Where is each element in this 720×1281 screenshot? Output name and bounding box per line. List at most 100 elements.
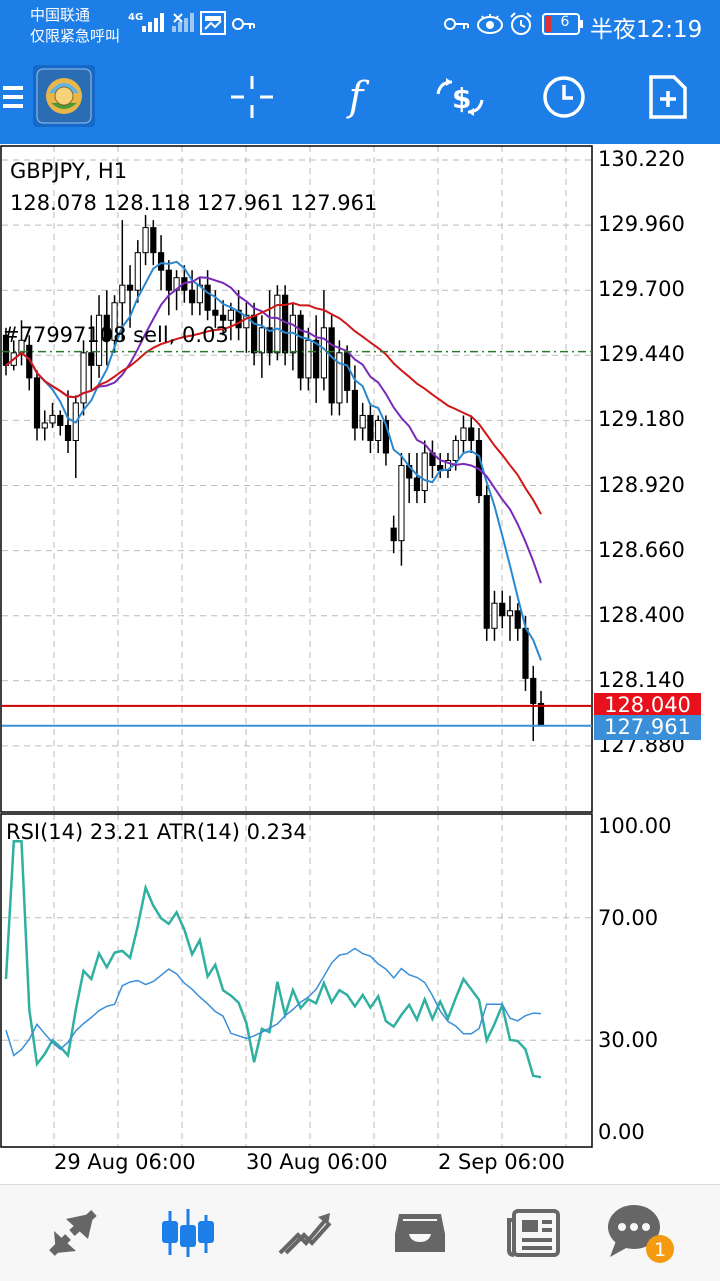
candle <box>196 277 203 316</box>
candle <box>26 335 33 391</box>
notification-count: 1 <box>654 1239 666 1261</box>
candle <box>406 453 413 504</box>
battery-icon <box>542 13 583 35</box>
candle <box>398 453 405 566</box>
nav-trade[interactable] <box>244 1185 364 1281</box>
nav-chart[interactable] <box>128 1185 248 1281</box>
vpn-key-icon <box>444 18 469 30</box>
candle <box>506 595 514 641</box>
eye-comfort-icon <box>477 14 503 34</box>
candle <box>274 285 281 361</box>
news-app-icon <box>200 11 226 35</box>
battery-level: 6 <box>560 14 570 30</box>
no-signal-icon <box>172 13 194 32</box>
order-label: #77997108 sell, 0.03 <box>2 323 229 347</box>
signal-icon <box>142 13 164 32</box>
chart-symbol: GBPJPY, H1 <box>10 159 128 183</box>
candle <box>80 340 87 416</box>
bid-price-tag: 128.040 <box>594 693 701 718</box>
ask-price-tag: 127.961 <box>594 715 701 740</box>
candle <box>537 690 545 727</box>
candle <box>251 302 258 366</box>
candle <box>421 440 428 504</box>
candle <box>235 290 242 341</box>
candle <box>49 402 56 428</box>
new-order-icon[interactable] <box>628 50 708 144</box>
y-tick-label: 129.440 <box>598 342 685 367</box>
chart-icon <box>162 1209 214 1257</box>
candle <box>243 302 250 353</box>
candle <box>483 485 490 641</box>
x-tick-label: 30 Aug 06:00 <box>246 1150 388 1174</box>
candle <box>95 295 103 378</box>
nav-messages[interactable]: 1 <box>580 1185 700 1281</box>
candle <box>33 370 41 441</box>
chart-canvas[interactable] <box>0 144 720 1184</box>
candle <box>313 315 320 403</box>
candle <box>227 302 234 341</box>
candle <box>150 220 157 266</box>
carrier-label: 中国联通 <box>30 6 91 24</box>
nav-history[interactable] <box>360 1185 480 1281</box>
candle <box>165 260 172 316</box>
candle <box>336 340 343 416</box>
y-tick-label: 128.140 <box>598 667 685 692</box>
candle <box>367 402 374 453</box>
y-tick-label: 130.220 <box>598 147 685 171</box>
timeframe-icon[interactable] <box>524 50 604 144</box>
candle <box>460 415 467 453</box>
y-tick-label: 128.920 <box>598 472 685 497</box>
candle <box>444 453 452 479</box>
candle <box>514 603 521 641</box>
nav-news[interactable] <box>474 1185 594 1281</box>
y-tick-label: 129.180 <box>598 407 685 432</box>
ma-fast-line <box>5 260 542 661</box>
candle <box>491 590 498 641</box>
rsi-line <box>4 840 542 1079</box>
toolbar: f $ <box>0 50 720 144</box>
clock: 半夜12:19 <box>590 17 703 43</box>
ma-slow-line <box>5 301 542 515</box>
alarm-icon <box>510 12 532 35</box>
y-tick-label: 129.700 <box>598 277 685 302</box>
news-icon <box>507 1209 560 1257</box>
indicator-y-tick: 30.00 <box>598 1028 659 1053</box>
candle <box>413 453 421 504</box>
inbox-icon <box>395 1214 445 1252</box>
candle <box>72 395 79 479</box>
candle <box>134 240 141 303</box>
atr-line <box>5 947 542 1057</box>
candle <box>328 315 335 416</box>
crosshair-icon[interactable] <box>212 50 292 144</box>
candle <box>88 315 95 391</box>
candle <box>499 590 506 629</box>
x-tick-label: 2 Sep 06:00 <box>438 1150 565 1174</box>
candle <box>41 410 48 441</box>
chart-area[interactable]: GBPJPY, H1 128.078 128.118 127.961 127.9… <box>0 144 720 1184</box>
candle <box>188 270 196 316</box>
candle <box>297 310 304 391</box>
emergency-label: 仅限紧急呼叫 <box>30 27 121 45</box>
candle <box>359 402 366 441</box>
nav-quotes[interactable] <box>14 1185 134 1281</box>
candle <box>429 440 436 479</box>
indicator-y-tick: 100.00 <box>598 814 672 838</box>
indicator-label: RSI(14) 23.21 ATR(14) 0.234 <box>6 820 307 844</box>
x-tick-label: 29 Aug 06:00 <box>54 1150 196 1174</box>
messages-icon: 1 <box>608 1205 674 1263</box>
candle <box>64 390 72 453</box>
indicator-y-tick: 0.00 <box>598 1120 645 1144</box>
app-logo[interactable] <box>33 65 95 127</box>
trade-chart-icon <box>278 1213 332 1255</box>
candle <box>530 665 537 741</box>
candle <box>468 415 475 453</box>
menu-icon[interactable] <box>0 50 28 144</box>
candle <box>103 290 110 366</box>
svg-text:$: $ <box>452 82 471 115</box>
candle <box>266 290 273 366</box>
indicators-icon[interactable]: f <box>348 74 364 120</box>
candle <box>119 220 126 341</box>
trade-icon[interactable]: $ <box>420 50 500 144</box>
key-icon <box>232 18 255 30</box>
y-tick-label: 128.400 <box>598 602 685 627</box>
